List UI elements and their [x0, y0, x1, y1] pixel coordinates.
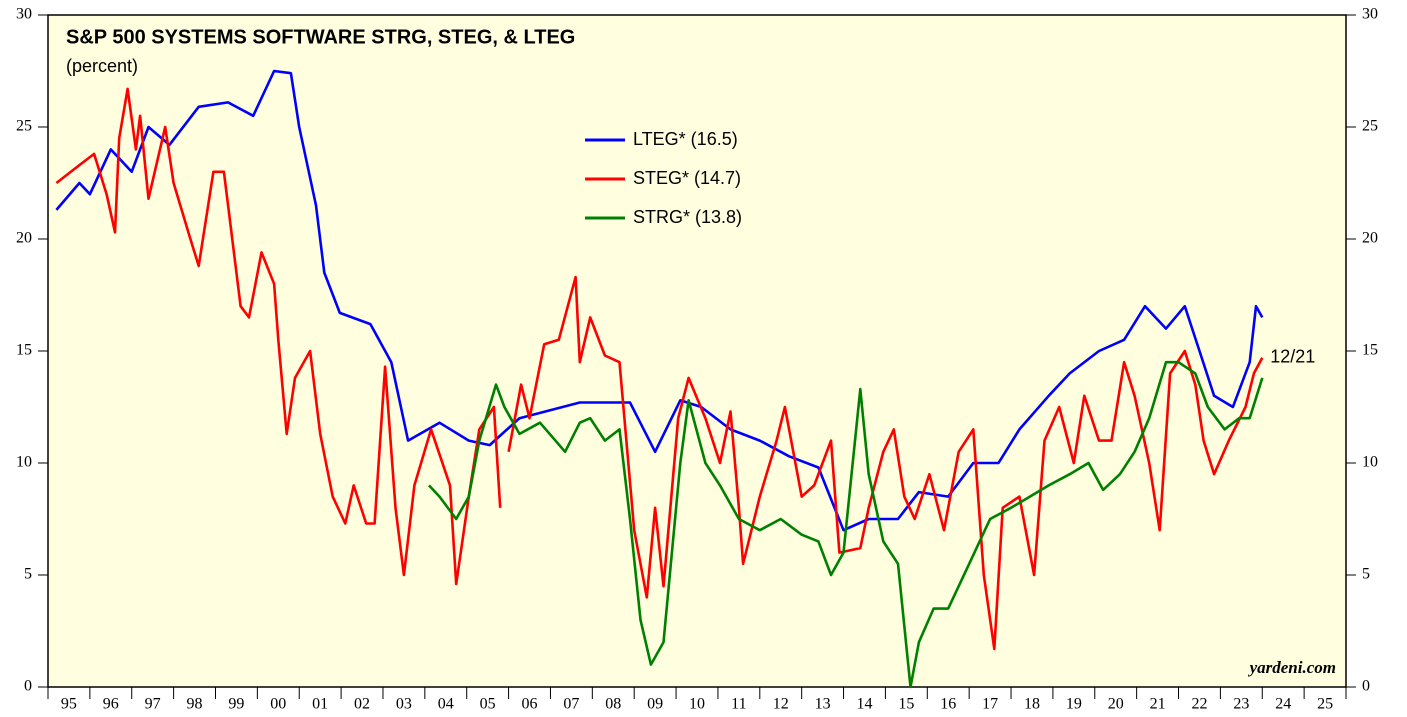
y-tick-label: 0	[24, 678, 32, 695]
x-tick-label: 17	[982, 696, 998, 713]
y2-tick-label: 30	[1362, 6, 1378, 23]
y-tick-label: 10	[16, 454, 32, 471]
y2-tick-label: 15	[1362, 342, 1378, 359]
x-tick-label: 23	[1233, 696, 1249, 713]
y2-tick-label: 20	[1362, 230, 1378, 247]
x-tick-label: 22	[1191, 696, 1207, 713]
x-tick-label: 02	[354, 696, 370, 713]
series-line	[55, 87, 1264, 651]
x-tick-label: 00	[270, 696, 286, 713]
y2-tick-label: 25	[1362, 118, 1378, 135]
y-tick-label: 30	[16, 6, 32, 23]
x-tick-label: 96	[103, 696, 119, 713]
series-line	[428, 360, 1264, 689]
x-tick-label: 04	[438, 696, 454, 713]
x-tick-label: 25	[1317, 696, 1333, 713]
chart-title: S&P 500 SYSTEMS SOFTWARE STRG, STEG, & L…	[66, 26, 575, 48]
x-tick-label: 10	[689, 696, 705, 713]
annotation: 12/21	[1270, 346, 1315, 366]
x-tick-label: 16	[940, 696, 956, 713]
x-tick-label: 05	[480, 696, 496, 713]
legend-label: STRG* (13.8)	[633, 207, 742, 227]
x-tick-label: 18	[1024, 696, 1040, 713]
x-tick-label: 15	[898, 696, 914, 713]
series-line	[55, 69, 1264, 532]
legend-label: LTEG* (16.5)	[633, 129, 738, 149]
y2-tick-label: 10	[1362, 454, 1378, 471]
y-tick-label: 15	[16, 342, 32, 359]
x-tick-label: 20	[1108, 696, 1124, 713]
y-tick-label: 25	[16, 118, 32, 135]
x-tick-label: 95	[61, 696, 77, 713]
x-tick-label: 11	[731, 696, 746, 713]
x-tick-label: 06	[522, 696, 538, 713]
y-tick-label: 5	[24, 566, 32, 583]
y-tick-label: 20	[16, 230, 32, 247]
x-tick-label: 97	[145, 696, 161, 713]
x-tick-label: 21	[1150, 696, 1166, 713]
x-tick-label: 99	[228, 696, 244, 713]
legend-label: STEG* (14.7)	[633, 168, 741, 188]
x-tick-label: 08	[605, 696, 621, 713]
x-tick-label: 03	[396, 696, 412, 713]
x-tick-label: 01	[312, 696, 328, 713]
source: yardeni.com	[1248, 658, 1336, 677]
x-tick-label: 07	[563, 696, 579, 713]
plot-area	[47, 14, 1347, 688]
x-tick-label: 19	[1066, 696, 1082, 713]
x-tick-label: 09	[647, 696, 663, 713]
x-tick-label: 12	[773, 696, 789, 713]
x-tick-label: 24	[1275, 696, 1291, 713]
x-tick-label: 98	[187, 696, 203, 713]
x-tick-label: 14	[856, 696, 872, 713]
x-tick-label: 13	[815, 696, 831, 713]
chart-subtitle: (percent)	[66, 56, 138, 76]
y2-tick-label: 0	[1362, 678, 1370, 695]
y2-tick-label: 5	[1362, 566, 1370, 583]
